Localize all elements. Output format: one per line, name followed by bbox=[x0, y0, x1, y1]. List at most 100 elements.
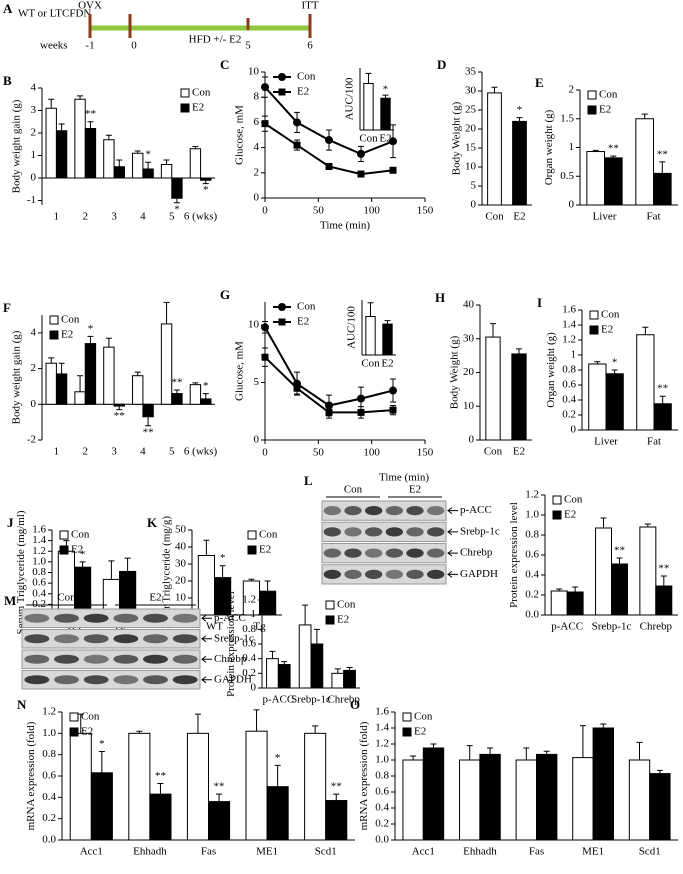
bar bbox=[113, 166, 125, 179]
legend-label: Con bbox=[564, 494, 583, 506]
x-tick-label: 100 bbox=[363, 447, 380, 459]
error-bar bbox=[430, 743, 437, 748]
y-tick-label: 2 bbox=[569, 84, 575, 96]
legend-swatch bbox=[552, 510, 562, 520]
bar bbox=[200, 398, 212, 405]
error-bar bbox=[600, 517, 607, 528]
y-tick-label: 1.6 bbox=[32, 524, 46, 536]
error-bar bbox=[202, 393, 209, 399]
x-tick-label: Con bbox=[484, 446, 503, 458]
bar bbox=[132, 152, 144, 179]
blot-band bbox=[172, 634, 198, 644]
y-tick-label: 0.8 bbox=[375, 770, 389, 782]
y-tick-label: 0.4 bbox=[375, 802, 389, 814]
blot-band bbox=[323, 569, 342, 580]
blot-band bbox=[323, 505, 342, 516]
x-tick-label: E2 bbox=[513, 211, 525, 223]
error-bar bbox=[516, 117, 523, 122]
y-tick-label: 20 bbox=[463, 366, 475, 378]
y-tick-label: 1.0 bbox=[375, 754, 389, 766]
blot-band bbox=[406, 569, 424, 580]
bar bbox=[142, 403, 154, 418]
blot-band-label: p-ACC bbox=[214, 612, 246, 624]
bar bbox=[586, 151, 605, 206]
error-bar bbox=[87, 335, 94, 344]
x-tick-label: Scd1 bbox=[315, 846, 337, 858]
bar bbox=[363, 83, 374, 131]
y-tick-label: 10 bbox=[248, 319, 260, 331]
y-tick-label: 0 bbox=[569, 199, 575, 211]
significance-label: * bbox=[99, 738, 105, 750]
x-tick-label: Fat bbox=[647, 436, 661, 448]
y-axis-label: Organ weight (g) bbox=[545, 332, 557, 408]
y-tick-label: 1.2 bbox=[42, 706, 56, 718]
significance-label: * bbox=[80, 548, 86, 560]
error-bar bbox=[660, 575, 667, 586]
legend-swatch bbox=[59, 545, 69, 555]
error-bar bbox=[48, 357, 55, 364]
error-bar bbox=[192, 146, 199, 149]
legend-label: E2 bbox=[81, 726, 93, 738]
legend-swatch bbox=[180, 103, 190, 113]
blot-band bbox=[113, 675, 139, 685]
blot-band bbox=[24, 654, 50, 664]
x-tick-label: ME1 bbox=[256, 846, 278, 858]
significance-label: * bbox=[275, 752, 281, 764]
bar bbox=[325, 800, 348, 841]
y-axis-label: Body Weight (g) bbox=[451, 101, 463, 175]
blot-strip bbox=[321, 521, 447, 542]
panel-label: A bbox=[3, 1, 13, 16]
y-tick-label: 0.2 bbox=[32, 598, 46, 610]
error-bar bbox=[616, 557, 623, 564]
bar bbox=[149, 793, 172, 841]
week-label: 6 bbox=[307, 40, 313, 52]
blot-band-label: GAPDH bbox=[460, 568, 498, 580]
x-tick-label: 1 bbox=[54, 211, 60, 223]
error-bar bbox=[264, 580, 271, 592]
error-bar bbox=[594, 361, 601, 364]
legend-label: Con bbox=[61, 314, 80, 326]
legend-label: Con bbox=[297, 301, 316, 313]
bar bbox=[310, 643, 324, 689]
blot-strip bbox=[21, 649, 201, 669]
blot-band bbox=[143, 675, 168, 685]
y-tick-label: 0.4 bbox=[562, 394, 576, 406]
error-bar bbox=[641, 113, 648, 119]
bar bbox=[422, 747, 445, 841]
x-tick-label: 4 bbox=[140, 211, 146, 223]
bar bbox=[171, 393, 183, 405]
bar bbox=[266, 786, 289, 841]
blot-strip bbox=[21, 629, 201, 649]
bar bbox=[402, 759, 424, 841]
legend-swatch bbox=[402, 727, 412, 737]
bar bbox=[380, 97, 391, 131]
x-tick-label: Ehhadh bbox=[463, 846, 497, 858]
y-tick-label: 0 bbox=[571, 424, 577, 436]
y-tick-label: 6 bbox=[254, 116, 260, 128]
blot-strip bbox=[321, 543, 447, 564]
blot-band bbox=[323, 548, 342, 558]
week-label: -1 bbox=[85, 40, 94, 52]
bar bbox=[74, 391, 86, 405]
y-tick-label: 1.2 bbox=[375, 738, 389, 750]
x-tick-label: 1 bbox=[54, 446, 60, 458]
bar bbox=[119, 570, 137, 616]
error-bar bbox=[302, 604, 309, 625]
blot-band-label: Chrebp bbox=[460, 547, 493, 559]
x-tick-label: 0 bbox=[262, 205, 268, 217]
legend-label: E2 bbox=[297, 316, 309, 328]
legend-swatch bbox=[180, 88, 190, 98]
significance-label: ** bbox=[658, 562, 669, 574]
y-tick-label: 0.5 bbox=[560, 170, 574, 182]
bar bbox=[90, 772, 113, 841]
error-bar bbox=[572, 586, 579, 592]
error-bar bbox=[134, 150, 141, 154]
y-tick-label: 0.0 bbox=[525, 609, 539, 621]
y-axis-label: Organ weight (g) bbox=[543, 109, 555, 185]
legend-label: Con bbox=[192, 87, 211, 99]
bar bbox=[171, 177, 183, 199]
blot-arrow bbox=[201, 614, 212, 622]
blot-band bbox=[385, 548, 404, 558]
y-tick-label: 1.4 bbox=[375, 722, 389, 734]
blot-arrow bbox=[447, 528, 458, 536]
